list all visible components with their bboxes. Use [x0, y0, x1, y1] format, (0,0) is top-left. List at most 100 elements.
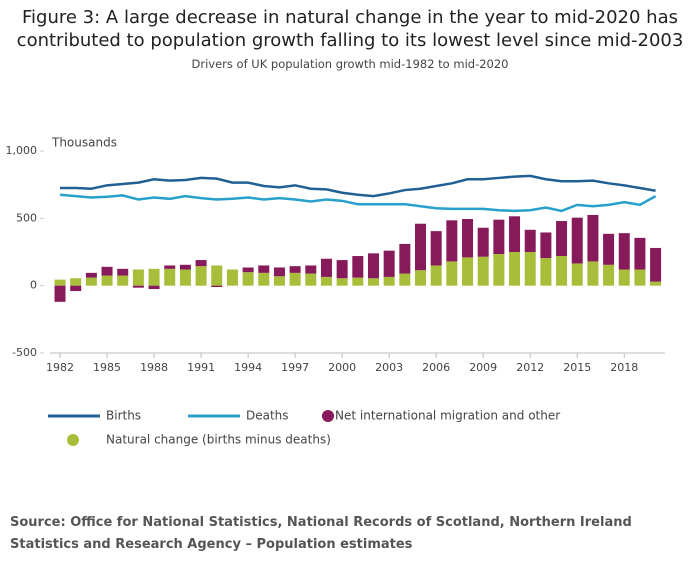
- x-tick-label: 2003: [375, 361, 403, 374]
- bar: [305, 273, 317, 286]
- bar: [367, 253, 379, 279]
- bar: [430, 231, 442, 266]
- bar: [571, 263, 583, 286]
- bar: [477, 256, 489, 286]
- bar: [258, 272, 270, 286]
- bar: [415, 270, 427, 286]
- bar: [383, 250, 395, 277]
- bar: [367, 278, 379, 286]
- bar: [117, 268, 129, 276]
- y-tick-label: 500: [16, 211, 37, 224]
- bar: [195, 260, 207, 267]
- bar: [336, 260, 348, 279]
- bar: [305, 265, 317, 274]
- bar: [509, 252, 521, 286]
- bar: [524, 229, 536, 252]
- bar: [556, 221, 568, 257]
- bar: [289, 266, 301, 273]
- bar: [85, 277, 97, 286]
- x-tick-label: 1991: [187, 361, 215, 374]
- bar: [85, 272, 97, 278]
- bar: [179, 264, 191, 270]
- title-line: Figure 3: A large decrease in natural ch…: [22, 7, 678, 28]
- bar: [211, 285, 223, 288]
- y-tick-label: 0: [30, 279, 37, 292]
- bar: [556, 256, 568, 286]
- bar: [415, 223, 427, 271]
- line: [60, 174, 656, 198]
- legend-label: Natural change (births minus deaths): [106, 433, 331, 447]
- bar: [650, 247, 662, 282]
- bar: [430, 265, 442, 286]
- bar: [524, 252, 536, 286]
- bar: [352, 256, 364, 278]
- x-tick-label: 1985: [93, 361, 121, 374]
- bar: [446, 261, 458, 286]
- y-axis-label: Thousands: [51, 136, 117, 150]
- x-tick-label: 1994: [234, 361, 262, 374]
- bar: [179, 269, 191, 286]
- legend-label: Net international migration and other: [335, 409, 560, 423]
- bar: [446, 220, 458, 262]
- x-tick-label: 2018: [610, 361, 638, 374]
- bar: [70, 285, 82, 292]
- y-tick-label: -500: [12, 346, 37, 359]
- bar: [54, 279, 66, 286]
- bar: [70, 278, 82, 286]
- bar: [336, 278, 348, 286]
- bar: [148, 268, 160, 286]
- bar: [493, 219, 505, 255]
- bar: [164, 268, 176, 286]
- bar: [618, 233, 630, 270]
- chart-title: Figure 3: A large decrease in natural ch…: [0, 6, 700, 52]
- bar: [399, 243, 411, 274]
- bar: [603, 264, 615, 286]
- bar: [634, 237, 646, 270]
- chart: Thousands 1,000 500 0 -500 1982 1985 1988 1991 1…: [6, 136, 665, 447]
- bar: [650, 281, 662, 286]
- bar: [320, 258, 332, 277]
- bar: [587, 261, 599, 286]
- line: [59, 193, 657, 213]
- bar: [462, 219, 474, 258]
- bar: [258, 265, 270, 273]
- legend-marker: [322, 410, 334, 422]
- bar: [273, 276, 285, 286]
- title-line: contributed to population growth falling…: [16, 30, 684, 51]
- bar: [462, 257, 474, 286]
- bar: [242, 267, 254, 273]
- bar: [618, 269, 630, 286]
- bar: [211, 265, 223, 286]
- bar: [509, 216, 521, 252]
- bar: [603, 233, 615, 265]
- x-tick-label: 2009: [469, 361, 497, 374]
- bar: [242, 272, 254, 286]
- bar: [493, 254, 505, 286]
- bar: [117, 275, 129, 286]
- legend-label: Births: [106, 409, 141, 423]
- bar: [148, 285, 160, 290]
- bar: [101, 275, 113, 286]
- bar: [571, 217, 583, 264]
- bar: [399, 273, 411, 286]
- bar: [540, 258, 552, 286]
- bar: [226, 269, 238, 286]
- legend-marker: [67, 434, 79, 446]
- bar: [587, 214, 599, 262]
- bar: [320, 276, 332, 286]
- legend-label: Deaths: [246, 409, 289, 423]
- bar: [540, 232, 552, 259]
- bar: [477, 227, 489, 257]
- x-tick-label: 2000: [328, 361, 356, 374]
- bar: [101, 266, 113, 276]
- bar: [273, 267, 285, 277]
- x-tick-label: 1982: [46, 361, 74, 374]
- bar: [164, 265, 176, 269]
- bar: [132, 269, 144, 286]
- chart-subtitle: Drivers of UK population growth mid-1982…: [191, 57, 509, 71]
- bar: [289, 272, 301, 286]
- bar: [132, 285, 144, 288]
- x-tick-label: 1988: [140, 361, 168, 374]
- bar: [383, 276, 395, 286]
